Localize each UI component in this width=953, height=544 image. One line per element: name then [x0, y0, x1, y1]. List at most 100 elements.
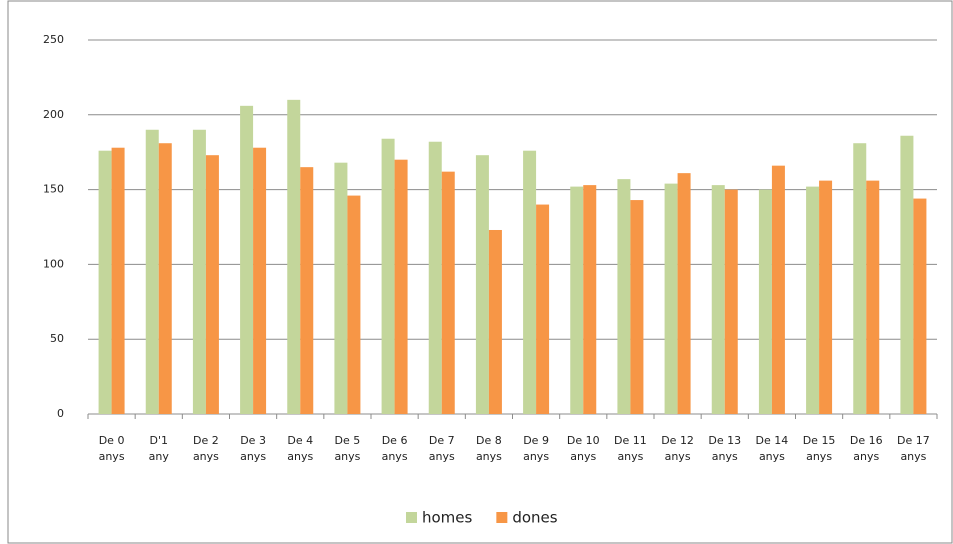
x-tick-label-line: De 11	[614, 434, 647, 447]
x-tick-label: De 15 anys	[803, 434, 836, 463]
x-tick-label-line: anys	[287, 450, 313, 463]
bar	[664, 183, 678, 414]
bar	[334, 162, 348, 414]
x-tick-label-line: anys	[853, 450, 879, 463]
x-tick-label: D'1 any	[149, 434, 170, 463]
bar	[300, 167, 314, 414]
x-tick-label: De 3 anys	[240, 434, 266, 463]
x-tick-label-line: anys	[712, 450, 738, 463]
bar	[240, 105, 254, 414]
bar	[428, 141, 442, 414]
bar	[806, 186, 820, 414]
y-tick-label: 50	[50, 332, 64, 345]
x-tick-label: De 12 anys	[661, 434, 694, 463]
bar	[111, 147, 125, 414]
bar	[819, 180, 833, 414]
y-tick-label: 150	[43, 183, 64, 196]
bar	[724, 189, 738, 414]
bar	[853, 143, 867, 414]
x-tick-label-line: anys	[429, 450, 455, 463]
x-tick-label-line: De 12	[661, 434, 694, 447]
legend-swatch	[496, 512, 508, 523]
bar	[347, 195, 361, 414]
bar	[570, 186, 584, 414]
bar	[771, 165, 785, 414]
x-tick-label-line: any	[149, 450, 170, 463]
bar	[158, 143, 172, 414]
bar	[287, 99, 301, 414]
x-tick-label-line: De 13	[708, 434, 741, 447]
x-tick-label-line: De 7	[429, 434, 455, 447]
bar	[866, 180, 880, 414]
x-tick-label-line: De 16	[850, 434, 883, 447]
x-tick-label-line: anys	[665, 450, 691, 463]
x-tick-label: De 11 anys	[614, 434, 647, 463]
bar	[523, 150, 537, 415]
legend-swatch	[406, 512, 417, 523]
x-tick-label-line: anys	[523, 450, 549, 463]
bar	[98, 150, 112, 415]
bar	[145, 129, 159, 414]
x-tick-label-line: De 5	[335, 434, 361, 447]
x-tick-label-line: De 15	[803, 434, 836, 447]
x-tick-label: De 10 anys	[567, 434, 600, 463]
bar	[475, 155, 489, 414]
legend-label: homes	[422, 509, 473, 527]
bar	[192, 129, 206, 414]
x-tick-label-line: De 17	[897, 434, 930, 447]
x-tick-label-line: anys	[570, 450, 596, 463]
bar	[711, 185, 725, 414]
bar	[394, 159, 408, 414]
x-tick-label-line: De 2	[193, 434, 219, 447]
x-tick-label: De 13 anys	[708, 434, 741, 463]
bar	[758, 189, 772, 414]
y-tick-label: 0	[57, 407, 64, 420]
x-tick-label: De 9 anys	[523, 434, 549, 463]
bar	[441, 171, 455, 414]
bar	[488, 229, 502, 414]
x-tick-label-line: De 6	[382, 434, 408, 447]
x-tick-label-line: D'1	[150, 434, 169, 447]
bar	[381, 138, 395, 414]
y-tick-label: 200	[43, 108, 64, 121]
x-tick-label-line: anys	[806, 450, 832, 463]
bar	[205, 155, 219, 414]
x-tick-label: De 2 anys	[193, 434, 219, 463]
bar	[677, 173, 691, 414]
x-tick-label-line: anys	[900, 450, 926, 463]
x-tick-label-line: De 9	[523, 434, 549, 447]
x-tick-label-line: anys	[759, 450, 785, 463]
x-tick-label-line: anys	[99, 450, 125, 463]
x-tick-label-line: anys	[476, 450, 502, 463]
y-tick-label: 100	[43, 257, 64, 270]
x-tick-label-line: anys	[382, 450, 408, 463]
bar	[253, 147, 267, 414]
bar	[900, 135, 914, 414]
x-tick-label: De 7 anys	[429, 434, 455, 463]
bar	[913, 198, 927, 414]
bar	[583, 185, 597, 414]
x-tick-label: De 16 anys	[850, 434, 883, 463]
x-tick-label-line: De 3	[240, 434, 266, 447]
x-tick-label: De 6 anys	[382, 434, 408, 463]
x-tick-label-line: De 10	[567, 434, 600, 447]
x-tick-label: De 17 anys	[897, 434, 930, 463]
legend-label: dones	[512, 509, 557, 527]
x-tick-label-line: De 8	[476, 434, 502, 447]
bar	[630, 200, 644, 414]
x-tick-label: De 4 anys	[287, 434, 313, 463]
x-tick-label-line: anys	[240, 450, 266, 463]
x-tick-label-line: De 14	[756, 434, 789, 447]
y-tick-label: 250	[43, 33, 64, 46]
bar	[536, 204, 550, 414]
x-tick-label: De 5 anys	[334, 434, 360, 463]
x-tick-label-line: De 4	[287, 434, 313, 447]
x-tick-label: De 8 anys	[476, 434, 502, 463]
x-tick-label-line: anys	[193, 450, 219, 463]
x-tick-label-line: De 0	[99, 434, 125, 447]
bar	[617, 179, 631, 414]
x-tick-label: De 14 anys	[756, 434, 789, 463]
x-tick-label-line: anys	[334, 450, 360, 463]
x-tick-label-line: anys	[617, 450, 643, 463]
